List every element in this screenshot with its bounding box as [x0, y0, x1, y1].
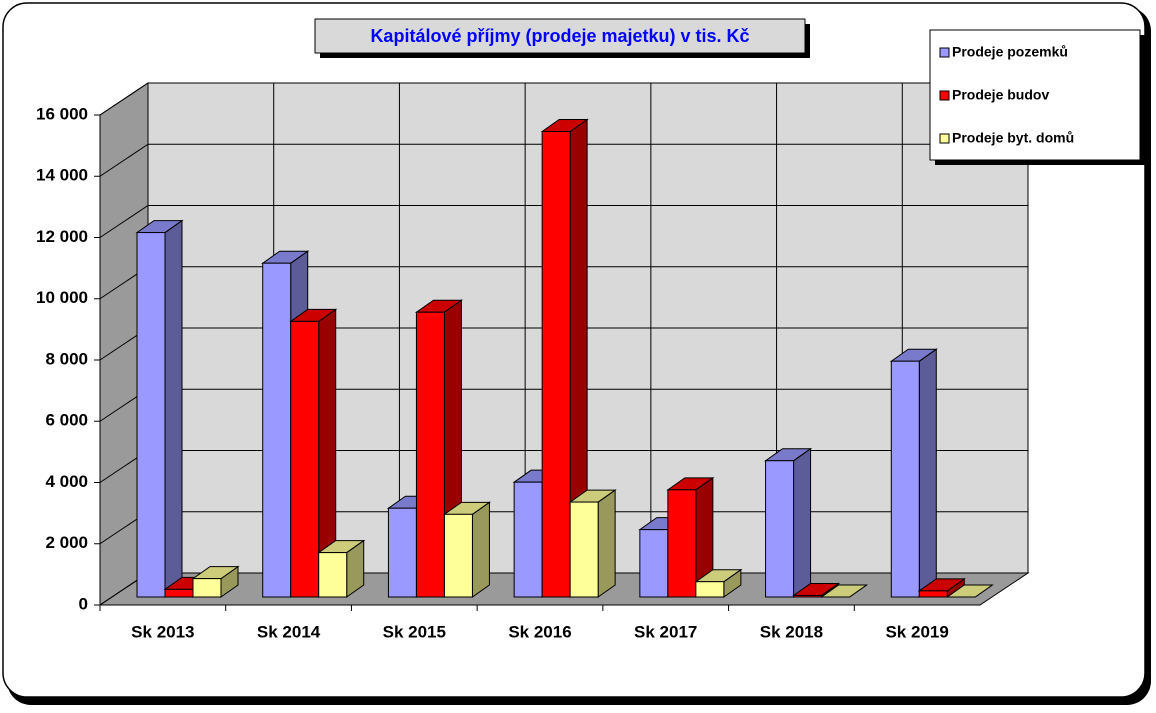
- bar-front: [569, 501, 599, 598]
- bar-top: [819, 584, 869, 598]
- y-tick-label: 10 000: [36, 288, 88, 307]
- x-tick-label: Sk 2014: [257, 622, 321, 641]
- bar: [540, 118, 589, 598]
- bar-front: [192, 578, 222, 598]
- y-tick-label: 2 000: [45, 533, 88, 552]
- bar-side: [793, 447, 812, 598]
- bar: [666, 476, 715, 598]
- bar-front: [443, 513, 473, 598]
- x-tick-label: Sk 2019: [885, 622, 948, 641]
- bar: [191, 565, 240, 598]
- bar-side: [164, 219, 183, 598]
- x-tick-label: Sk 2015: [383, 622, 446, 641]
- bar-top: [945, 584, 994, 598]
- legend-swatch: [939, 90, 950, 101]
- bar: [568, 489, 617, 598]
- bar-front: [793, 594, 823, 598]
- y-tick-label: 14 000: [36, 166, 88, 185]
- bar-front: [318, 552, 348, 598]
- bar-front: [639, 529, 669, 598]
- legend-swatch: [939, 47, 950, 58]
- bar: [694, 568, 743, 598]
- bar-side: [918, 348, 937, 598]
- bar-front: [136, 232, 166, 598]
- bar: [317, 539, 366, 598]
- legend-swatch: [939, 133, 950, 144]
- x-tick-label: Sk 2016: [508, 622, 571, 641]
- legend-label: Prodeje budov: [952, 87, 1049, 103]
- bar: [819, 584, 869, 598]
- bar: [945, 584, 994, 598]
- y-tick-label: 8 000: [45, 349, 88, 368]
- bar: [917, 577, 966, 598]
- y-tick-label: 6 000: [45, 411, 88, 430]
- bar-front: [765, 460, 795, 598]
- title-box: [314, 18, 806, 54]
- bar: [289, 308, 338, 598]
- y-tick-label: 0: [79, 594, 88, 613]
- bar: [763, 447, 813, 598]
- x-tick-label: Sk 2018: [760, 622, 823, 641]
- legend-label: Prodeje byt. domů: [952, 130, 1074, 146]
- bar: [889, 348, 938, 598]
- chart-title: Kapitálové příjmy (prodeje majetku) v ti…: [370, 26, 749, 46]
- bar-front: [290, 320, 320, 598]
- bar: [442, 501, 492, 598]
- bar-front: [890, 360, 920, 598]
- grid-line: [99, 205, 1028, 238]
- bar-front: [918, 590, 948, 598]
- x-tick-label: Sk 2013: [131, 622, 194, 641]
- bar-side: [597, 489, 616, 598]
- bar-front: [541, 131, 571, 598]
- grid-line: [99, 143, 1028, 177]
- bar-side: [471, 501, 490, 598]
- plot: 0 2 000 4 000 6 000 8 000 10 000 12 000 14 000 1…: [36, 82, 1030, 641]
- bar-front: [667, 489, 697, 598]
- bar-front: [262, 262, 292, 598]
- x-tick-label: Sk 2017: [634, 622, 697, 641]
- bar-front: [387, 507, 417, 598]
- bar-front: [513, 481, 543, 598]
- y-tick-label: 12 000: [36, 227, 88, 246]
- y-tick-label: 4 000: [45, 472, 88, 491]
- legend: [929, 29, 1141, 161]
- legend-items: Prodeje pozemků Prodeje budov Prodeje byt.…: [939, 44, 1074, 146]
- bar-front: [164, 588, 194, 598]
- y-tick-label: 16 000: [36, 104, 88, 123]
- grid-line: [99, 82, 1028, 116]
- legend-label: Prodeje pozemků: [952, 44, 1068, 60]
- bar: [135, 219, 184, 598]
- bar-front: [695, 581, 725, 598]
- bar-front: [415, 311, 445, 598]
